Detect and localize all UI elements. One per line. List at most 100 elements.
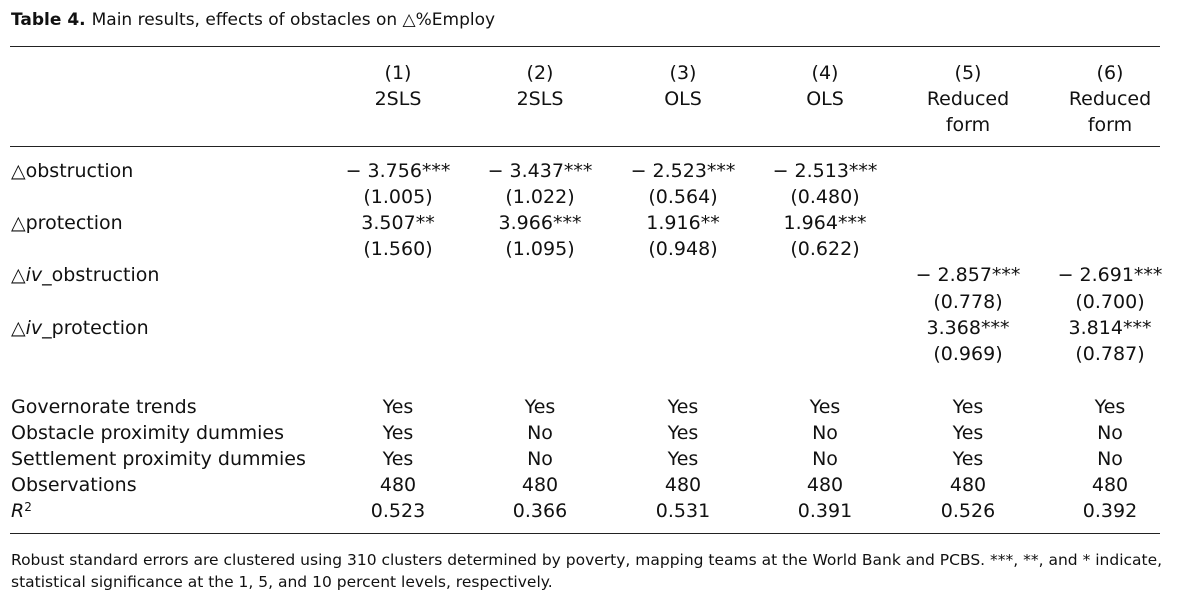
stat-cell: Yes xyxy=(382,396,414,418)
column-method-line2: form xyxy=(1087,114,1133,136)
superscript: 2 xyxy=(24,500,32,514)
coef-cell: − 2.691*** xyxy=(1057,264,1163,286)
row-label: Settlement proximity dummies xyxy=(11,448,306,470)
delta-symbol: △ xyxy=(11,317,26,339)
table-caption: Table 4. Main results, effects of obstacl… xyxy=(11,10,495,30)
column-method: 2SLS xyxy=(516,88,564,110)
stat-cell: 0.391 xyxy=(797,500,853,522)
row-label: △iv_protection xyxy=(11,315,149,341)
se-cell: (1.560) xyxy=(363,238,433,260)
column-method-line2: form xyxy=(945,114,991,136)
stat-cell: No xyxy=(527,422,553,444)
stat-cell: No xyxy=(1097,422,1123,444)
column-method: Reduced xyxy=(926,88,1010,110)
stat-cell: Yes xyxy=(952,396,984,418)
row-label-text: _protection xyxy=(42,317,149,339)
column-method: OLS xyxy=(806,88,844,110)
coef-cell: 3.368*** xyxy=(926,317,1010,339)
row-label: △iv_obstruction xyxy=(11,262,159,288)
stat-cell: Yes xyxy=(382,448,414,470)
column-number: (2) xyxy=(526,62,554,84)
stat-cell: Yes xyxy=(382,422,414,444)
column-header-3: (3) OLS xyxy=(608,60,758,112)
column-number: (6) xyxy=(1096,62,1124,84)
se-cell: (0.787) xyxy=(1075,343,1145,365)
stat-cell: Yes xyxy=(952,448,984,470)
row-label: Obstacle proximity dummies xyxy=(11,422,284,444)
stat-cell: 0.531 xyxy=(655,500,711,522)
se-cell: (0.948) xyxy=(648,238,718,260)
stat-cell: 0.392 xyxy=(1082,500,1138,522)
row-label-text: protection xyxy=(25,212,123,234)
column-number: (5) xyxy=(954,62,982,84)
stat-cell: Yes xyxy=(667,396,699,418)
coef-cell: − 3.756*** xyxy=(345,160,451,182)
coef-cell: 3.814*** xyxy=(1068,317,1152,339)
stat-cell: No xyxy=(812,448,838,470)
coef-cell: 3.966*** xyxy=(498,212,582,234)
stat-cell: No xyxy=(1097,448,1123,470)
se-cell: (0.622) xyxy=(790,238,860,260)
stat-cell: 0.366 xyxy=(512,500,568,522)
se-cell: (0.969) xyxy=(933,343,1003,365)
stat-cell: No xyxy=(527,448,553,470)
stat-cell: Yes xyxy=(667,422,699,444)
row-label: △obstruction xyxy=(11,158,133,184)
table-label: Table 4. xyxy=(11,10,86,30)
column-header-1: (1) 2SLS xyxy=(323,60,473,112)
stat-cell: 480 xyxy=(806,474,844,496)
stat-cell: 480 xyxy=(664,474,702,496)
coef-cell: − 2.523*** xyxy=(630,160,736,182)
r-symbol: R xyxy=(11,500,25,522)
delta-symbol: △ xyxy=(11,212,26,234)
column-number: (3) xyxy=(669,62,697,84)
header-rule xyxy=(10,146,1160,147)
stat-cell: Yes xyxy=(809,396,841,418)
row-label-italic: iv xyxy=(25,317,43,339)
se-cell: (1.022) xyxy=(505,186,575,208)
se-cell: (1.005) xyxy=(363,186,433,208)
stat-cell: 480 xyxy=(949,474,987,496)
stat-cell: 480 xyxy=(1091,474,1129,496)
delta-symbol: △ xyxy=(11,160,26,182)
bottom-rule xyxy=(10,533,1160,534)
column-number: (4) xyxy=(811,62,839,84)
column-method: 2SLS xyxy=(374,88,422,110)
coef-cell: − 2.857*** xyxy=(915,264,1021,286)
row-label: Observations xyxy=(11,474,137,496)
se-cell: (0.564) xyxy=(648,186,718,208)
se-cell: (0.700) xyxy=(1075,291,1145,313)
row-label-text: obstruction xyxy=(25,160,134,182)
row-label-italic: iv xyxy=(25,264,43,286)
column-method: Reduced xyxy=(1068,88,1152,110)
stat-cell: Yes xyxy=(524,396,556,418)
table-footnote: Robust standard errors are clustered usi… xyxy=(11,551,1163,591)
coef-cell: 1.964*** xyxy=(783,212,867,234)
coef-cell: 1.916** xyxy=(646,212,720,234)
column-method: OLS xyxy=(664,88,702,110)
stat-cell: Yes xyxy=(952,422,984,444)
se-cell: (0.778) xyxy=(933,291,1003,313)
column-header-4: (4) OLS xyxy=(750,60,900,112)
delta-symbol: △ xyxy=(11,264,26,286)
se-cell: (1.095) xyxy=(505,238,575,260)
row-label: △protection xyxy=(11,210,123,236)
top-rule xyxy=(10,46,1160,47)
coef-cell: − 2.513*** xyxy=(772,160,878,182)
table-title: Main results, effects of obstacles on △%… xyxy=(91,10,496,30)
stat-cell: 480 xyxy=(379,474,417,496)
stat-cell: 0.526 xyxy=(940,500,996,522)
stat-cell: 0.523 xyxy=(370,500,426,522)
column-header-6: (6) Reduced form xyxy=(1035,60,1180,138)
column-header-2: (2) 2SLS xyxy=(465,60,615,112)
row-label: Governorate trends xyxy=(11,396,197,418)
coef-cell: 3.507** xyxy=(361,212,435,234)
row-label: R2 xyxy=(11,498,32,524)
stat-cell: No xyxy=(812,422,838,444)
coef-cell: − 3.437*** xyxy=(487,160,593,182)
stat-cell: 480 xyxy=(521,474,559,496)
stat-cell: Yes xyxy=(667,448,699,470)
column-number: (1) xyxy=(384,62,412,84)
stat-cell: Yes xyxy=(1094,396,1126,418)
se-cell: (0.480) xyxy=(790,186,860,208)
